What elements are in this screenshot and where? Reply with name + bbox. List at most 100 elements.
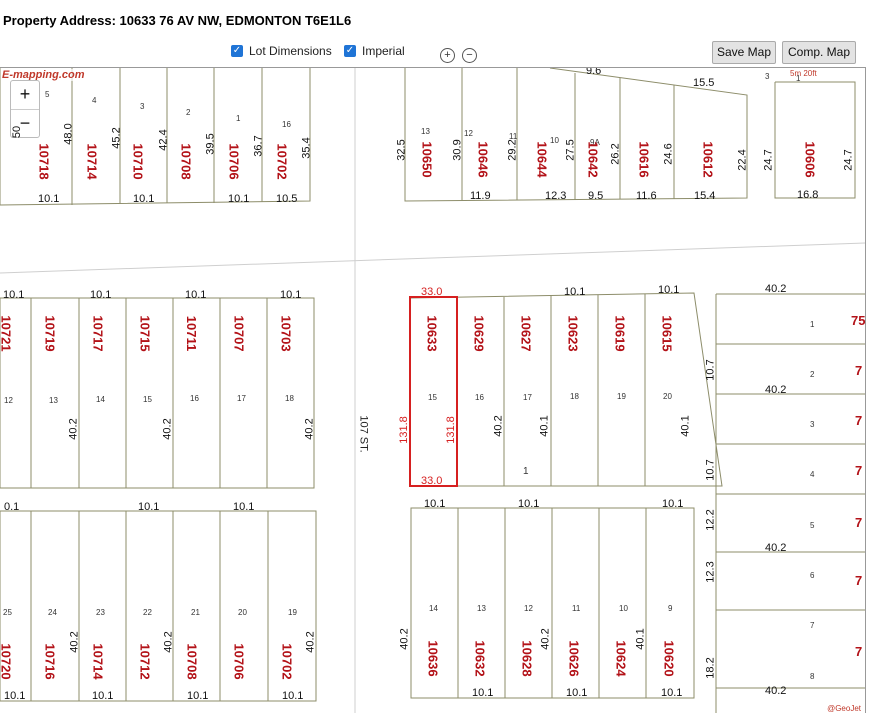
imperial-label: Imperial bbox=[362, 44, 405, 58]
dimension-label: 40.2 bbox=[304, 631, 317, 653]
dimension-label: 10.1 bbox=[187, 690, 209, 702]
address-label: 7 bbox=[855, 463, 863, 478]
dimension-label: 10.1 bbox=[233, 501, 255, 513]
dimension-label: 11.9 bbox=[470, 190, 491, 202]
lot-number: 17 bbox=[523, 393, 532, 402]
address-label: 10721 bbox=[0, 315, 14, 352]
dimension-label: 0.1 bbox=[4, 501, 20, 513]
zoom-in-button[interactable]: + bbox=[11, 81, 39, 110]
imperial-toggle[interactable]: ✓ Imperial bbox=[344, 44, 405, 58]
dimension-label: 15.5 bbox=[693, 77, 715, 89]
address-label: 7 bbox=[855, 573, 863, 588]
dimension-label: 50 bbox=[11, 125, 24, 139]
address-label: 10706 bbox=[231, 643, 247, 680]
dimension-label: 45.2 bbox=[110, 127, 123, 149]
lot-number: 6 bbox=[810, 571, 815, 580]
dimension-label: 40.2 bbox=[765, 542, 787, 554]
lot-number: 1 bbox=[796, 74, 801, 83]
address-label: 10720 bbox=[0, 643, 14, 680]
lot-dimensions-label: Lot Dimensions bbox=[249, 44, 332, 58]
zoom-plus-icon[interactable]: + bbox=[440, 48, 455, 63]
lot-dimensions-toggle[interactable]: ✓ Lot Dimensions bbox=[231, 44, 332, 58]
check-icon[interactable]: ✓ bbox=[231, 45, 243, 57]
dimension-label: 12.2 bbox=[704, 509, 717, 531]
dimension-label: 16.8 bbox=[797, 189, 819, 201]
address-label: 10650 bbox=[419, 141, 435, 178]
dimension-label: 10.1 bbox=[661, 687, 683, 699]
zoom-out-button[interactable]: − bbox=[19, 113, 31, 133]
lot-number: 10 bbox=[619, 604, 628, 613]
dimension-label: 40.2 bbox=[492, 415, 505, 437]
lot-number: 16 bbox=[190, 394, 199, 403]
dimension-label: 40.2 bbox=[765, 384, 787, 396]
page-title: Property Address: 10633 76 AV NW, EDMONT… bbox=[3, 13, 352, 28]
lot-number: 7 bbox=[810, 621, 815, 630]
attribution: @GeoJet bbox=[827, 704, 861, 713]
subject-address-label[interactable]: 10633 bbox=[424, 315, 440, 352]
save-map-button[interactable]: Save Map bbox=[712, 41, 776, 64]
dimension-label: 40.2 bbox=[765, 283, 787, 295]
dimension-label: 22.4 bbox=[736, 149, 749, 171]
address-label: 10606 bbox=[802, 141, 818, 178]
dimension-label: 10.1 bbox=[566, 687, 588, 699]
address-label: 10623 bbox=[565, 315, 581, 352]
lot-number: 19 bbox=[288, 608, 297, 617]
check-icon[interactable]: ✓ bbox=[344, 45, 356, 57]
brand-logo: E-mapping.com bbox=[2, 69, 85, 81]
address-label: 10702 bbox=[279, 643, 295, 680]
dimension-label: 10.1 bbox=[662, 498, 684, 510]
map-zoom-control[interactable]: + − bbox=[10, 80, 40, 138]
lot-number: 2 bbox=[810, 370, 815, 379]
dimension-label: 10.1 bbox=[518, 498, 540, 510]
dimension-label: 10.1 bbox=[3, 289, 25, 301]
address-label: 10703 bbox=[278, 315, 294, 352]
lot-number: 23 bbox=[96, 608, 105, 617]
dimension-label: 10.1 bbox=[564, 286, 586, 298]
street-label: 107 ST. bbox=[357, 415, 370, 453]
lot-number: 9 bbox=[668, 604, 673, 613]
lot-number: 17 bbox=[237, 394, 246, 403]
subject-dimension-label: 131.8 bbox=[397, 416, 410, 444]
zoom-minus-icon[interactable]: − bbox=[462, 48, 477, 63]
lot-number: 3 bbox=[810, 420, 815, 429]
dimension-label: 10.1 bbox=[4, 690, 26, 702]
lot-number: 1 bbox=[523, 466, 529, 477]
lot-number: 5 bbox=[810, 521, 815, 530]
dimension-label: 40.2 bbox=[67, 418, 80, 440]
comp-map-button[interactable]: Comp. Map bbox=[782, 41, 856, 64]
subject-dimension-label: 33.0 bbox=[421, 475, 443, 487]
lot-number: 14 bbox=[96, 395, 105, 404]
dimension-label: 24.7 bbox=[762, 149, 775, 171]
dimension-label: 10.7 bbox=[704, 459, 717, 481]
dimension-label: 15.4 bbox=[694, 190, 716, 202]
dimension-label: 10.5 bbox=[276, 193, 298, 205]
lot-number: 10 bbox=[550, 136, 559, 145]
address-label: 10708 bbox=[184, 643, 200, 680]
address-label: 7 bbox=[855, 644, 863, 659]
address-label: 10616 bbox=[636, 141, 652, 178]
dimension-label: 36.7 bbox=[252, 135, 265, 157]
dimension-label: 10.1 bbox=[90, 289, 112, 301]
dimension-label: 12.3 bbox=[545, 190, 567, 202]
lot-number: 3 bbox=[140, 102, 145, 111]
address-label: 10646 bbox=[475, 141, 491, 178]
address-label: 7 bbox=[855, 515, 863, 530]
dimension-label: 10.1 bbox=[282, 690, 304, 702]
lot-number: 4 bbox=[810, 470, 815, 479]
subject-dimension-label: 131.8 bbox=[444, 416, 457, 444]
map-canvas[interactable]: E-mapping.com 5m 20ft + − 107 ST. @GeoJe… bbox=[0, 67, 866, 713]
lot-number: 1 bbox=[810, 320, 815, 329]
dimension-label: 42.4 bbox=[157, 129, 170, 151]
address-label: 10636 bbox=[425, 640, 441, 677]
address-label: 10716 bbox=[42, 643, 58, 680]
lot-number: 8 bbox=[810, 672, 815, 681]
lot-number: 21 bbox=[191, 608, 200, 617]
dimension-label: 40.2 bbox=[303, 418, 316, 440]
lot-number: 11 bbox=[509, 132, 518, 141]
lot-number: 3 bbox=[765, 72, 770, 81]
dimension-label: 40.2 bbox=[68, 631, 81, 653]
address-label: 10628 bbox=[519, 640, 535, 677]
address-label: 10626 bbox=[566, 640, 582, 677]
dimension-label: 40.2 bbox=[765, 685, 787, 697]
dimension-label: 40.1 bbox=[538, 415, 551, 437]
